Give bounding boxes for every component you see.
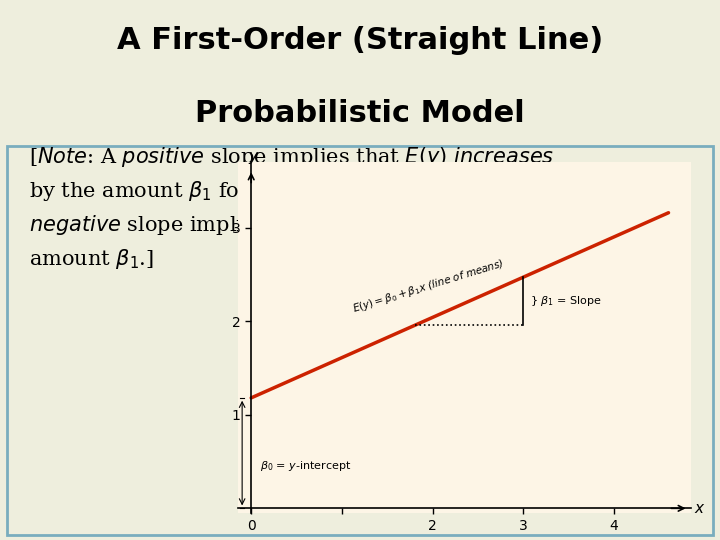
Text: A First-Order (Straight Line): A First-Order (Straight Line) [117, 26, 603, 55]
Text: $E(y) = \beta_0 + \beta_1 x$ (line of means): $E(y) = \beta_0 + \beta_1 x$ (line of me… [351, 257, 506, 316]
Text: $\beta_0$ = $y$-intercept: $\beta_0$ = $y$-intercept [261, 459, 351, 473]
Text: } $\beta_1$ = Slope: } $\beta_1$ = Slope [530, 294, 601, 308]
Text: y: y [248, 149, 258, 164]
Text: [$Note$: A $positive$ slope implies that $E(y)$ $increases$
by the amount $\beta: [$Note$: A $positive$ slope implies that… [30, 145, 554, 271]
Text: x: x [694, 501, 703, 516]
Text: Probabilistic Model: Probabilistic Model [195, 99, 525, 128]
